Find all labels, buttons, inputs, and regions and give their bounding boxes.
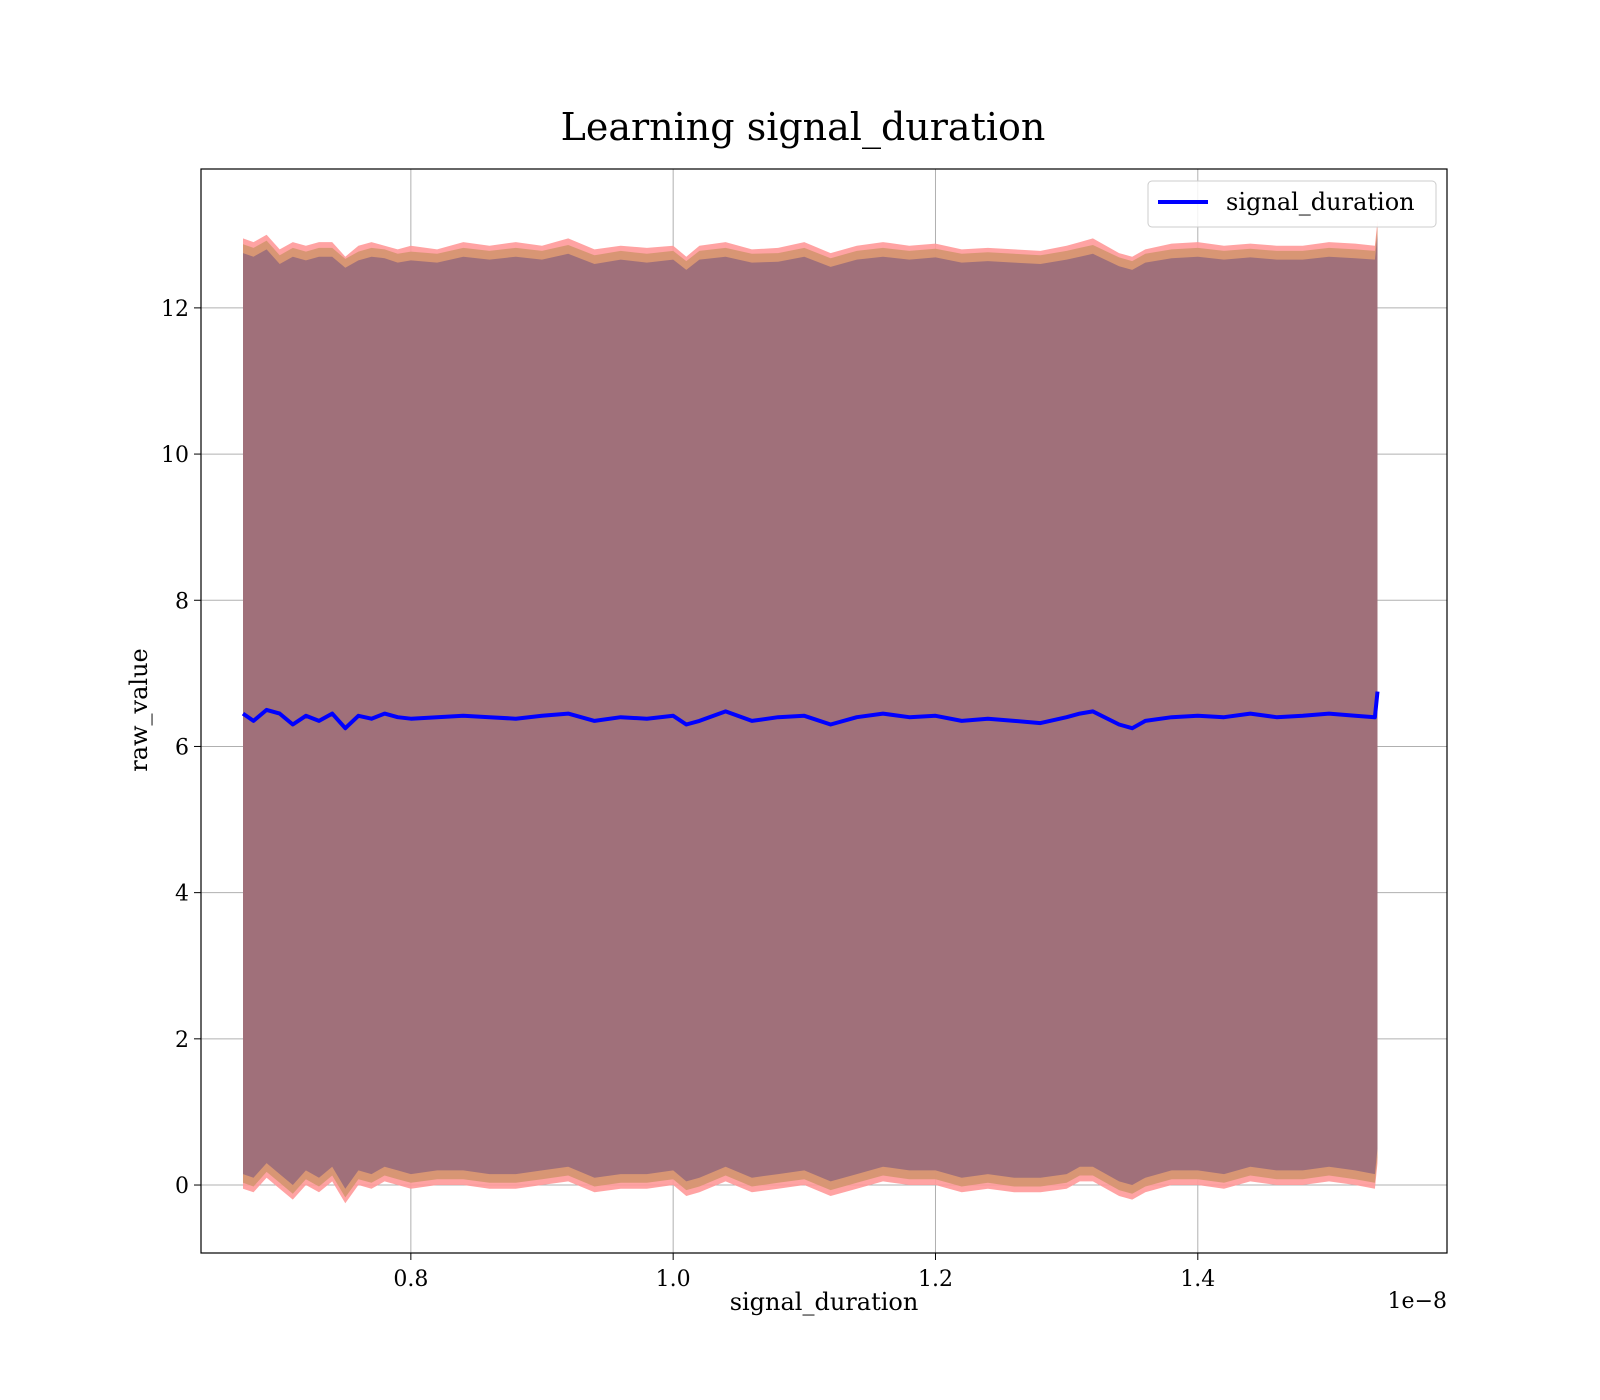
y-tick-label: 0 — [175, 1174, 189, 1199]
series-lines — [241, 691, 1380, 731]
series-line-signal-duration — [241, 691, 1380, 731]
y-tick-label: 10 — [161, 443, 189, 468]
x-tick-label: 0.8 — [393, 1267, 428, 1292]
y-tick-label: 6 — [175, 735, 189, 760]
x-axis-offset-text: 1e−8 — [1388, 1289, 1447, 1314]
legend-box — [1147, 180, 1437, 228]
y-tick-label: 2 — [175, 1028, 189, 1053]
confidence-bands — [243, 220, 1378, 1204]
y-tick-label: 8 — [175, 589, 189, 614]
x-tick-label: 1.4 — [1180, 1267, 1215, 1292]
y-axis-title: raw_value — [125, 648, 153, 772]
plot-area-frame — [200, 168, 1448, 1254]
x-axis: 0.8 1.0 1.2 1.4 — [393, 1253, 1215, 1292]
legend-label-signal-duration: signal_duration — [1226, 188, 1415, 216]
y-axis: 0 2 4 6 8 10 12 — [161, 297, 201, 1199]
x-axis-title: signal_duration — [730, 1288, 919, 1316]
band-inner — [243, 234, 1378, 1189]
x-tick-label: 1.0 — [656, 1267, 691, 1292]
y-tick-label: 4 — [175, 882, 189, 907]
legend: signal_duration — [1147, 180, 1437, 228]
x-tick-label: 1.2 — [918, 1267, 953, 1292]
chart-title: Learning signal_duration — [561, 105, 1046, 150]
y-tick-label: 12 — [161, 297, 189, 322]
